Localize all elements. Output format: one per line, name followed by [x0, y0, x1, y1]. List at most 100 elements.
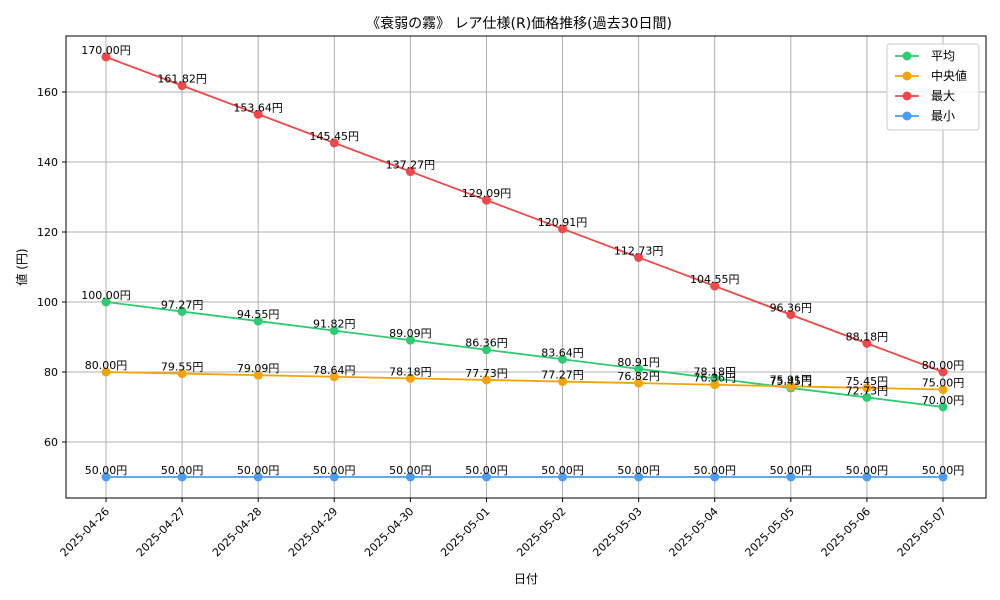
data-label: 104.55円 — [690, 273, 740, 286]
data-point — [405, 167, 415, 177]
data-label: 91.82円 — [313, 318, 356, 331]
data-label: 170.00円 — [81, 44, 131, 57]
data-label: 75.45円 — [846, 375, 889, 388]
data-label: 50.00円 — [313, 464, 356, 477]
data-point — [405, 373, 415, 383]
data-label: 80.91円 — [617, 356, 660, 369]
plot-frame — [65, 35, 987, 499]
legend-label: 中央値 — [931, 68, 967, 83]
data-labels: 100.00円 97.27円 94.55円 91.82円 89.09円 86.36円 83.… — [81, 44, 964, 477]
data-label: 161.82円 — [157, 73, 207, 86]
data-point — [558, 472, 568, 482]
data-point — [862, 472, 872, 482]
data-label: 129.09円 — [462, 187, 512, 200]
data-point — [253, 316, 263, 326]
series-layer — [101, 52, 948, 482]
data-point — [329, 472, 339, 482]
data-point — [101, 52, 111, 62]
data-label: 112.73円 — [614, 244, 664, 257]
data-point — [786, 381, 796, 391]
data-label: 50.00円 — [770, 464, 813, 477]
data-point — [481, 375, 491, 385]
data-label: 137.27円 — [386, 159, 436, 172]
x-tick-label: 2025-04-29 — [286, 505, 340, 559]
data-label: 50.00円 — [541, 464, 584, 477]
data-label: 78.18円 — [389, 365, 432, 378]
data-point — [253, 370, 263, 380]
data-point — [634, 364, 644, 374]
data-point — [481, 472, 491, 482]
series-line — [105, 371, 944, 391]
legend-swatch-marker — [902, 111, 912, 121]
y-axis-label: 値 (円) — [14, 248, 29, 285]
data-point — [710, 472, 720, 482]
data-label: 70.00円 — [922, 394, 965, 407]
grid-lines — [66, 36, 986, 498]
y-tick-label: 120 — [37, 226, 58, 239]
data-point — [101, 367, 111, 377]
data-label: 80.00円 — [85, 359, 128, 372]
x-tick-label: 2025-05-01 — [438, 505, 492, 559]
legend-label: 最大 — [931, 89, 955, 103]
data-label: 50.00円 — [617, 464, 660, 477]
data-point — [329, 138, 339, 148]
data-label: 50.00円 — [389, 464, 432, 477]
data-label: 97.27円 — [161, 299, 204, 312]
data-point — [253, 109, 263, 119]
x-tick-label: 2025-05-06 — [819, 505, 873, 559]
data-point — [710, 380, 720, 390]
data-point — [938, 367, 948, 377]
data-point — [177, 81, 187, 91]
data-point — [862, 383, 872, 393]
x-tick-label: 2025-04-26 — [58, 505, 112, 559]
series-line — [105, 301, 944, 408]
data-label: 75.91円 — [770, 373, 813, 386]
data-label: 78.64円 — [313, 364, 356, 377]
data-label: 153.64円 — [233, 101, 283, 114]
data-label: 88.18円 — [846, 330, 889, 343]
data-point — [558, 354, 568, 364]
data-label: 79.09円 — [237, 362, 280, 375]
data-point — [177, 369, 187, 379]
y-tick-label: 140 — [37, 156, 58, 169]
data-label: 120.91円 — [538, 216, 588, 229]
data-label: 86.36円 — [465, 337, 508, 350]
data-point — [558, 224, 568, 234]
data-label: 76.82円 — [617, 370, 660, 383]
data-point — [481, 195, 491, 205]
data-point — [710, 373, 720, 383]
data-point — [405, 472, 415, 482]
legend-box — [886, 43, 980, 131]
x-tick-label: 2025-05-02 — [514, 505, 568, 559]
x-tick-label: 2025-05-04 — [666, 505, 720, 559]
y-tick-label: 80 — [44, 366, 58, 379]
data-point — [481, 345, 491, 355]
data-label: 89.09円 — [389, 327, 432, 340]
data-label: 79.55円 — [161, 361, 204, 374]
data-point — [101, 297, 111, 307]
x-axis-label: 日付 — [514, 572, 538, 586]
data-point — [177, 472, 187, 482]
y-axis: 60 80 100 120 140 160 — [37, 86, 66, 449]
x-tick-label: 2025-04-30 — [362, 505, 416, 559]
data-label: 50.00円 — [465, 464, 508, 477]
data-point — [329, 326, 339, 336]
legend-swatch-marker — [902, 51, 912, 61]
legend-swatch-marker — [902, 91, 912, 101]
data-label: 50.00円 — [846, 464, 889, 477]
series-line — [105, 56, 944, 373]
data-label: 75.45円 — [770, 375, 813, 388]
data-point — [862, 392, 872, 402]
data-label: 75.00円 — [922, 377, 965, 390]
data-point — [786, 472, 796, 482]
data-label: 50.00円 — [161, 464, 204, 477]
data-label: 76.36円 — [693, 372, 736, 385]
legend-swatch-marker — [902, 71, 912, 81]
y-tick-label: 100 — [37, 296, 58, 309]
x-axis: 2025-04-26 2025-04-27 2025-04-28 2025-04-29… — [58, 498, 949, 559]
legend-label: 平均 — [931, 49, 955, 63]
data-label: 77.73円 — [465, 367, 508, 380]
legend-label: 最小 — [931, 109, 955, 123]
